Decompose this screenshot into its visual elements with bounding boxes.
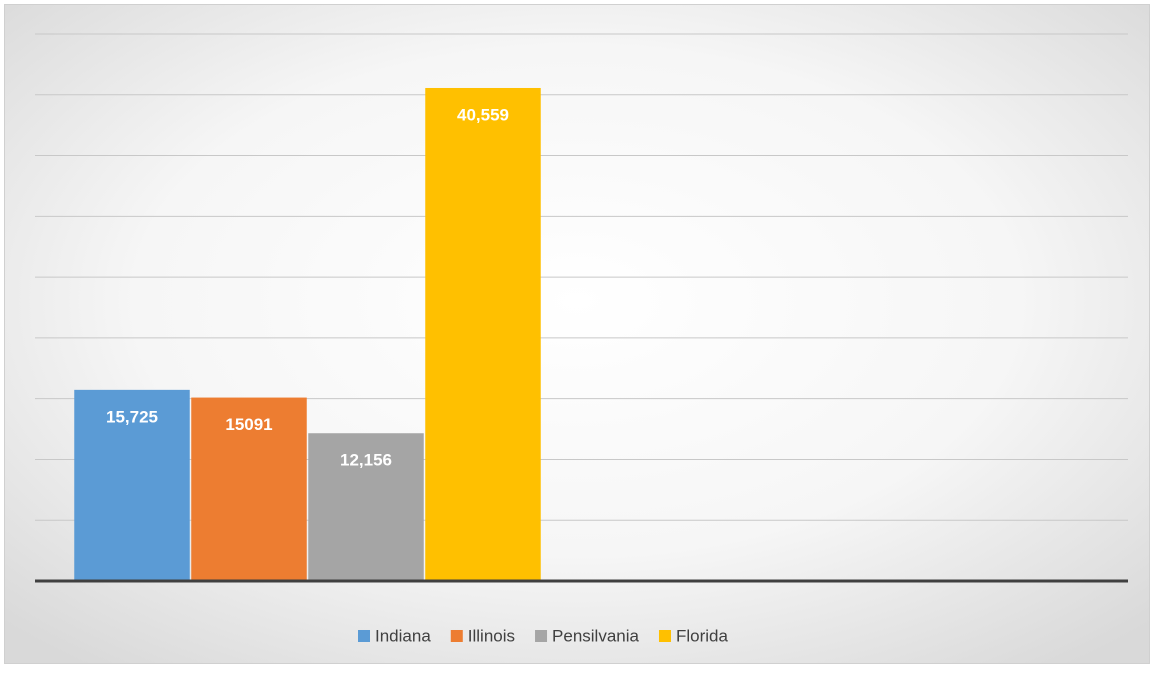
data-label: 12,156 bbox=[340, 451, 392, 470]
legend-label: Illinois bbox=[468, 626, 515, 645]
legend-label: Pensilvania bbox=[552, 626, 639, 645]
data-label: 15091 bbox=[225, 415, 272, 434]
legend-label: Florida bbox=[676, 626, 729, 645]
data-label: 15,725 bbox=[106, 407, 158, 426]
legend-swatch bbox=[535, 630, 548, 642]
bar bbox=[74, 389, 190, 581]
data-label: 40,559 bbox=[457, 105, 509, 124]
legend-swatch bbox=[450, 630, 463, 642]
bar bbox=[308, 433, 424, 581]
legend-swatch bbox=[358, 630, 370, 642]
bar bbox=[425, 87, 541, 581]
bar bbox=[191, 397, 307, 581]
legend-label: Indiana bbox=[375, 626, 431, 645]
legend-swatch bbox=[658, 630, 671, 642]
